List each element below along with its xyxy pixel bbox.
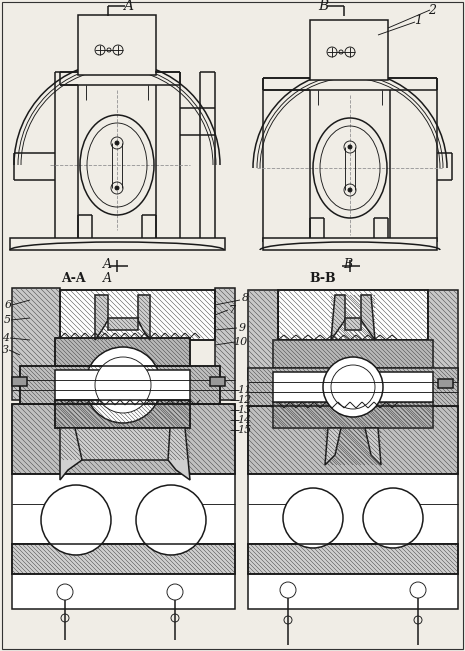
Text: B-B: B-B (310, 271, 336, 284)
Bar (20, 366, 220, 404)
Circle shape (115, 141, 119, 145)
Polygon shape (331, 295, 345, 340)
Bar (55, 400, 190, 428)
Bar (12, 544, 235, 574)
Circle shape (410, 582, 426, 598)
Bar (20, 366, 220, 404)
Polygon shape (361, 295, 375, 340)
Polygon shape (365, 428, 381, 465)
Text: 5: 5 (3, 315, 11, 325)
Bar (273, 372, 433, 402)
Bar (248, 544, 458, 574)
Circle shape (136, 485, 206, 555)
Text: 13: 13 (237, 405, 251, 415)
Bar (438, 379, 453, 388)
Text: 6: 6 (5, 300, 12, 310)
Bar (55, 370, 190, 400)
Text: A: A (102, 271, 112, 284)
Text: 2: 2 (428, 3, 436, 16)
Circle shape (95, 357, 151, 413)
Bar (78, 15, 156, 75)
Text: 1: 1 (414, 14, 422, 27)
Bar (12, 574, 235, 609)
Polygon shape (248, 290, 278, 380)
Bar (248, 544, 458, 574)
Bar (108, 318, 138, 330)
Bar (55, 338, 190, 366)
Circle shape (280, 582, 296, 598)
Polygon shape (325, 428, 341, 465)
Bar (248, 406, 458, 474)
Bar (60, 290, 215, 340)
Bar (210, 377, 225, 386)
Circle shape (348, 188, 352, 192)
Polygon shape (95, 295, 108, 340)
Polygon shape (60, 428, 82, 480)
Bar (248, 474, 458, 544)
Text: B: B (344, 258, 352, 271)
Bar (12, 474, 235, 544)
Text: 15: 15 (237, 425, 251, 435)
Polygon shape (428, 290, 458, 380)
Circle shape (115, 186, 119, 190)
Bar (10, 238, 225, 250)
Text: A-A: A-A (61, 271, 85, 284)
Bar (55, 338, 190, 366)
Polygon shape (215, 288, 235, 400)
Circle shape (167, 584, 183, 600)
Bar (55, 400, 190, 428)
Bar (263, 238, 437, 250)
Text: 11: 11 (237, 385, 251, 395)
Text: 8: 8 (241, 293, 249, 303)
Bar (345, 318, 361, 330)
Bar (273, 402, 433, 428)
Polygon shape (168, 428, 190, 480)
Circle shape (57, 584, 73, 600)
Polygon shape (12, 288, 60, 400)
Bar (248, 368, 458, 406)
Text: A: A (102, 258, 112, 271)
Bar (12, 404, 235, 474)
Polygon shape (138, 295, 150, 340)
Bar (75, 428, 170, 460)
Bar (12, 544, 235, 574)
Bar (60, 290, 215, 340)
Circle shape (85, 347, 161, 423)
Text: 10: 10 (233, 337, 247, 347)
Circle shape (331, 365, 375, 409)
Text: 4: 4 (2, 333, 10, 343)
Circle shape (283, 488, 343, 548)
Bar (278, 290, 428, 340)
Text: 3: 3 (1, 345, 8, 355)
Bar (12, 377, 27, 386)
Text: 9: 9 (239, 323, 246, 333)
Text: 12: 12 (237, 395, 251, 405)
Bar (273, 340, 433, 368)
Text: A: A (123, 0, 133, 13)
Circle shape (323, 357, 383, 417)
Circle shape (363, 488, 423, 548)
Bar (12, 404, 235, 474)
Text: 14: 14 (237, 415, 251, 425)
Text: 7: 7 (228, 305, 236, 315)
Bar (248, 406, 458, 474)
Circle shape (348, 145, 352, 149)
Bar (310, 20, 388, 80)
Text: B: B (318, 0, 328, 13)
Bar (248, 574, 458, 609)
Circle shape (41, 485, 111, 555)
Bar (278, 290, 428, 340)
